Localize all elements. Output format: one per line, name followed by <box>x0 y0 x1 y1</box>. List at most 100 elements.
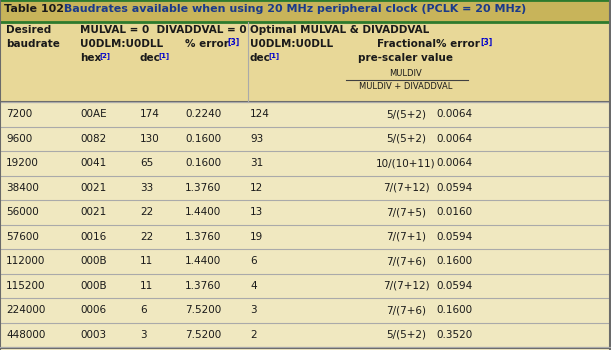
Text: 1.4400: 1.4400 <box>185 207 221 217</box>
Text: 3: 3 <box>250 305 257 315</box>
Text: [2]: [2] <box>99 52 110 59</box>
Text: 4: 4 <box>250 281 257 291</box>
Text: 3: 3 <box>140 330 147 340</box>
Text: 0082: 0082 <box>80 134 106 144</box>
Text: dec: dec <box>140 53 161 63</box>
Text: 00AE: 00AE <box>80 109 107 119</box>
Text: Desired: Desired <box>6 25 51 35</box>
Text: 0.1600: 0.1600 <box>436 256 472 266</box>
Text: U0DLM:U0DLL: U0DLM:U0DLL <box>250 39 333 49</box>
Text: pre-scaler value: pre-scaler value <box>359 53 453 63</box>
Text: 0041: 0041 <box>80 158 106 168</box>
Text: 0.0594: 0.0594 <box>436 281 472 291</box>
Text: 7/(7+6): 7/(7+6) <box>386 305 426 315</box>
Bar <box>0 322 611 347</box>
Text: 0.0064: 0.0064 <box>436 158 472 168</box>
Text: 5/(5+2): 5/(5+2) <box>386 330 426 340</box>
Text: 1.3760: 1.3760 <box>185 183 221 193</box>
Text: 19: 19 <box>250 232 263 242</box>
Text: 0.0064: 0.0064 <box>436 134 472 144</box>
Text: [3]: [3] <box>480 38 492 47</box>
Text: 1.4400: 1.4400 <box>185 256 221 266</box>
Text: 5/(5+2): 5/(5+2) <box>386 134 426 144</box>
Text: 7.5200: 7.5200 <box>185 330 221 340</box>
Text: 6: 6 <box>250 256 257 266</box>
Text: 224000: 224000 <box>6 305 45 315</box>
Bar <box>0 273 611 298</box>
Text: 6: 6 <box>140 305 147 315</box>
Text: Table 102:: Table 102: <box>4 4 68 14</box>
Text: 31: 31 <box>250 158 263 168</box>
Text: baudrate: baudrate <box>6 39 60 49</box>
Text: 130: 130 <box>140 134 159 144</box>
Text: 115200: 115200 <box>6 281 45 291</box>
Text: 7/(7+6): 7/(7+6) <box>386 256 426 266</box>
Text: 19200: 19200 <box>6 158 39 168</box>
Text: 7.5200: 7.5200 <box>185 305 221 315</box>
Text: 000B: 000B <box>80 281 107 291</box>
Text: 7200: 7200 <box>6 109 32 119</box>
Text: U0DLM:U0DLL: U0DLM:U0DLL <box>80 39 163 49</box>
Text: dec: dec <box>250 53 271 63</box>
Bar <box>0 249 611 273</box>
Text: 5/(5+2): 5/(5+2) <box>386 109 426 119</box>
Bar <box>0 22 611 102</box>
Bar <box>0 102 611 126</box>
Text: MULDIV: MULDIV <box>390 69 422 78</box>
Text: 13: 13 <box>250 207 263 217</box>
Text: 112000: 112000 <box>6 256 45 266</box>
Text: 7/(7+1): 7/(7+1) <box>386 232 426 242</box>
Text: 0.0160: 0.0160 <box>436 207 472 217</box>
Text: MULVAL = 0  DIVADDVAL = 0: MULVAL = 0 DIVADDVAL = 0 <box>80 25 247 35</box>
Bar <box>0 224 611 249</box>
Text: Optimal MULVAL & DIVADDVAL: Optimal MULVAL & DIVADDVAL <box>250 25 430 35</box>
Text: 7/(7+12): 7/(7+12) <box>382 183 430 193</box>
Text: 65: 65 <box>140 158 153 168</box>
Text: 11: 11 <box>140 281 153 291</box>
Text: 7/(7+5): 7/(7+5) <box>386 207 426 217</box>
Text: % error: % error <box>185 39 229 49</box>
Text: 1.3760: 1.3760 <box>185 281 221 291</box>
Bar <box>0 126 611 151</box>
Text: % error: % error <box>436 39 480 49</box>
Text: 0.2240: 0.2240 <box>185 109 221 119</box>
Text: 33: 33 <box>140 183 153 193</box>
Text: 448000: 448000 <box>6 330 45 340</box>
Text: 0.0064: 0.0064 <box>436 109 472 119</box>
Text: 0021: 0021 <box>80 207 106 217</box>
Text: 11: 11 <box>140 256 153 266</box>
Text: 0.3520: 0.3520 <box>436 330 472 340</box>
Text: 124: 124 <box>250 109 270 119</box>
Text: 0003: 0003 <box>80 330 106 340</box>
Text: 10/(10+11): 10/(10+11) <box>376 158 436 168</box>
Text: 174: 174 <box>140 109 160 119</box>
Text: 0021: 0021 <box>80 183 106 193</box>
Text: [1]: [1] <box>268 52 279 59</box>
Text: 0.1600: 0.1600 <box>436 305 472 315</box>
Text: Fractional: Fractional <box>376 39 436 49</box>
Text: Baudrates available when using 20 MHz peripheral clock (PCLK = 20 MHz): Baudrates available when using 20 MHz pe… <box>60 4 526 14</box>
Text: 0.1600: 0.1600 <box>185 158 221 168</box>
Text: 2: 2 <box>250 330 257 340</box>
Text: 12: 12 <box>250 183 263 193</box>
Text: 22: 22 <box>140 232 153 242</box>
Bar <box>0 298 611 322</box>
Bar <box>0 175 611 200</box>
Text: 0006: 0006 <box>80 305 106 315</box>
Text: 9600: 9600 <box>6 134 32 144</box>
Text: 000B: 000B <box>80 256 107 266</box>
Text: 0.1600: 0.1600 <box>185 134 221 144</box>
Text: 0.0594: 0.0594 <box>436 232 472 242</box>
Text: [1]: [1] <box>158 52 169 59</box>
Text: 22: 22 <box>140 207 153 217</box>
Text: hex: hex <box>80 53 101 63</box>
Text: 57600: 57600 <box>6 232 39 242</box>
Text: 0016: 0016 <box>80 232 106 242</box>
Text: 56000: 56000 <box>6 207 38 217</box>
Text: 1.3760: 1.3760 <box>185 232 221 242</box>
Text: MULDIV + DIVADDVAL: MULDIV + DIVADDVAL <box>359 82 453 91</box>
Bar <box>0 0 611 22</box>
Bar <box>0 200 611 224</box>
Text: 93: 93 <box>250 134 263 144</box>
Bar <box>0 151 611 175</box>
